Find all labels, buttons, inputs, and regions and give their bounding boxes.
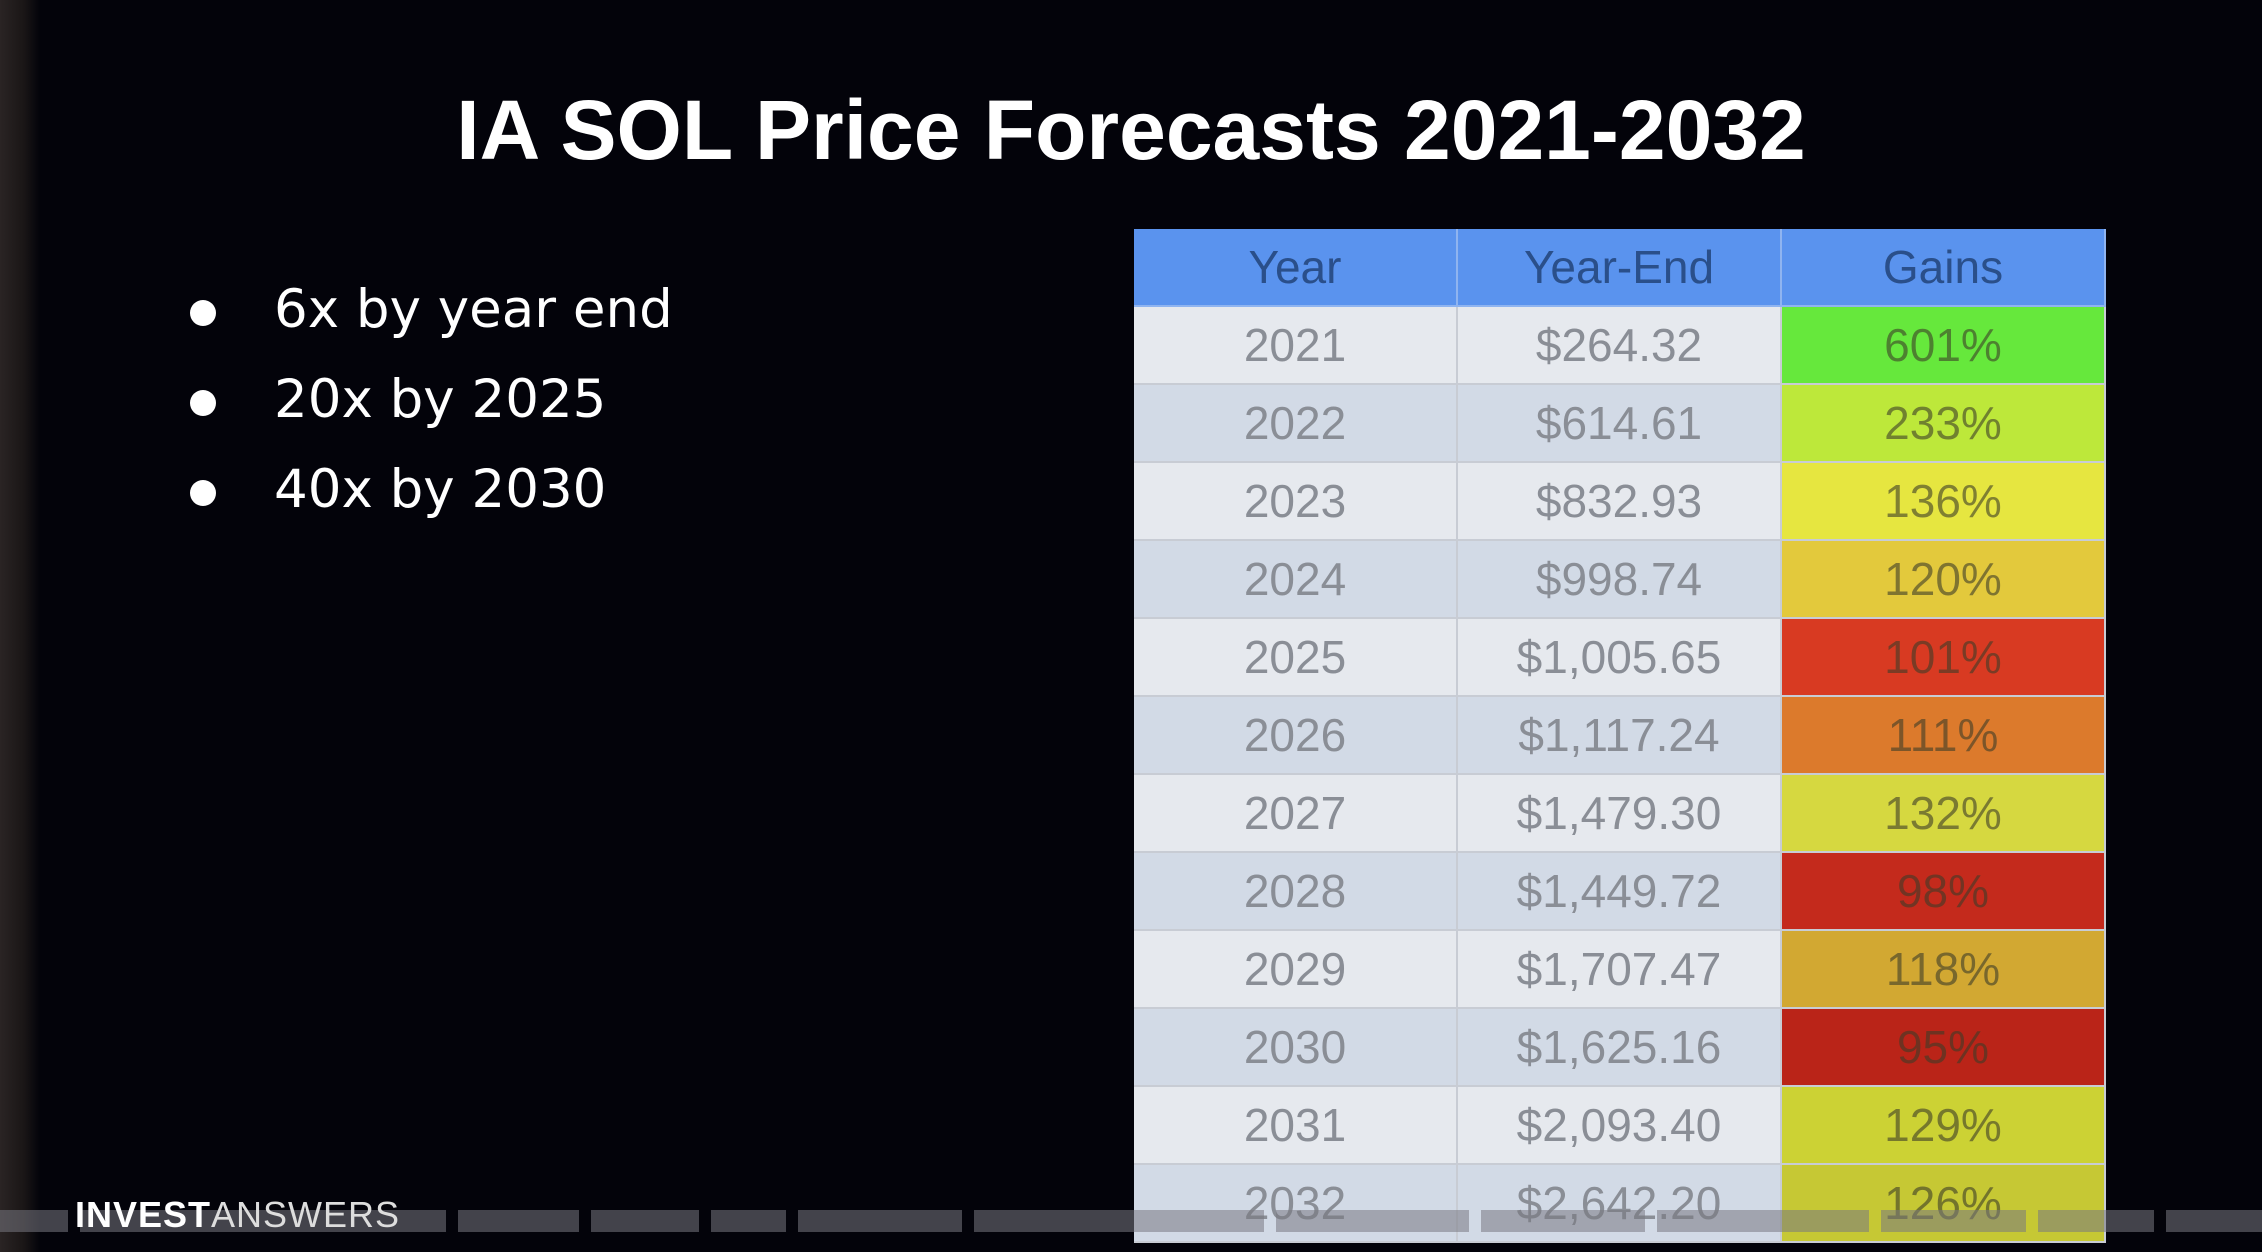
- bullet-item: 20x by 2025: [190, 368, 673, 458]
- gain-cell: 132%: [1782, 775, 2106, 853]
- bullet-item: 6x by year end: [190, 278, 673, 368]
- year-cell: 2028: [1134, 853, 1458, 931]
- investanswers-logo: INVESTANSWERS: [75, 1194, 400, 1236]
- gain-cell: 95%: [1782, 1009, 2106, 1087]
- price-cell: $2,093.40: [1458, 1087, 1782, 1165]
- table-row: 2022 $614.61 233%: [1134, 385, 2106, 463]
- bullet-dot-icon: [190, 480, 216, 506]
- progress-segment[interactable]: [710, 1210, 787, 1232]
- table-row: 2026 $1,117.24 111%: [1134, 697, 2106, 775]
- gain-cell: 120%: [1782, 541, 2106, 619]
- gain-cell: 233%: [1782, 385, 2106, 463]
- price-cell: $1,479.30: [1458, 775, 1782, 853]
- table-row: 2024 $998.74 120%: [1134, 541, 2106, 619]
- bullet-item: 40x by 2030: [190, 458, 673, 548]
- table-row: 2028 $1,449.72 98%: [1134, 853, 2106, 931]
- year-cell: 2024: [1134, 541, 1458, 619]
- year-cell: 2031: [1134, 1087, 1458, 1165]
- table-row: 2030 $1,625.16 95%: [1134, 1009, 2106, 1087]
- bullet-text: 6x by year end: [274, 279, 673, 340]
- table-row: 2025 $1,005.65 101%: [1134, 619, 2106, 697]
- video-progress-bar[interactable]: [0, 1210, 2262, 1232]
- progress-segment[interactable]: [974, 1210, 1264, 1232]
- progress-segment[interactable]: [0, 1210, 68, 1232]
- forecast-table: Year Year-End Gains 2021 $264.32 601% 2022 $…: [1134, 229, 2106, 1243]
- price-cell: $832.93: [1458, 463, 1782, 541]
- price-cell: $264.32: [1458, 307, 1782, 385]
- table-row: 2029 $1,707.47 118%: [1134, 931, 2106, 1009]
- year-cell: 2023: [1134, 463, 1458, 541]
- header-year-end: Year-End: [1458, 229, 1782, 307]
- bullet-list: 6x by year end 20x by 2025 40x by 2030: [190, 278, 673, 548]
- price-cell: $1,005.65: [1458, 619, 1782, 697]
- year-cell: 2026: [1134, 697, 1458, 775]
- progress-segment[interactable]: [79, 1210, 447, 1232]
- table-row: 2027 $1,479.30 132%: [1134, 775, 2106, 853]
- price-cell: $614.61: [1458, 385, 1782, 463]
- gain-cell: 129%: [1782, 1087, 2106, 1165]
- progress-segment[interactable]: [1480, 1210, 1645, 1232]
- progress-segment[interactable]: [1656, 1210, 1869, 1232]
- price-cell: $1,449.72: [1458, 853, 1782, 931]
- table-header-row: Year Year-End Gains: [1134, 229, 2106, 307]
- price-cell: $1,117.24: [1458, 697, 1782, 775]
- slide-title: IA SOL Price Forecasts 2021-2032: [456, 83, 1806, 177]
- progress-segment[interactable]: [2165, 1210, 2262, 1232]
- gain-cell: 118%: [1782, 931, 2106, 1009]
- price-cell: $998.74: [1458, 541, 1782, 619]
- year-cell: 2025: [1134, 619, 1458, 697]
- progress-segment[interactable]: [1275, 1210, 1469, 1232]
- header-year: Year: [1134, 229, 1458, 307]
- bullet-dot-icon: [190, 390, 216, 416]
- price-cell: $1,707.47: [1458, 931, 1782, 1009]
- year-cell: 2021: [1134, 307, 1458, 385]
- bullet-text: 40x by 2030: [274, 459, 607, 520]
- year-cell: 2027: [1134, 775, 1458, 853]
- table-row: 2021 $264.32 601%: [1134, 307, 2106, 385]
- left-edge-shadow: [0, 0, 40, 1252]
- logo-light: ANSWERS: [211, 1194, 401, 1235]
- bullet-text: 20x by 2025: [274, 369, 607, 430]
- logo-bold: INVEST: [75, 1194, 212, 1235]
- gain-cell: 98%: [1782, 853, 2106, 931]
- bullet-dot-icon: [190, 300, 216, 326]
- gain-cell: 136%: [1782, 463, 2106, 541]
- year-cell: 2030: [1134, 1009, 1458, 1087]
- year-cell: 2029: [1134, 931, 1458, 1009]
- gain-cell: 601%: [1782, 307, 2106, 385]
- progress-segment[interactable]: [798, 1210, 963, 1232]
- table-row: 2023 $832.93 136%: [1134, 463, 2106, 541]
- progress-segment[interactable]: [1880, 1210, 2026, 1232]
- price-cell: $1,625.16: [1458, 1009, 1782, 1087]
- progress-segment[interactable]: [590, 1210, 699, 1232]
- gain-cell: 101%: [1782, 619, 2106, 697]
- header-gains: Gains: [1782, 229, 2106, 307]
- gain-cell: 111%: [1782, 697, 2106, 775]
- table-row: 2031 $2,093.40 129%: [1134, 1087, 2106, 1165]
- progress-segment[interactable]: [458, 1210, 579, 1232]
- year-cell: 2022: [1134, 385, 1458, 463]
- progress-segment[interactable]: [2037, 1210, 2154, 1232]
